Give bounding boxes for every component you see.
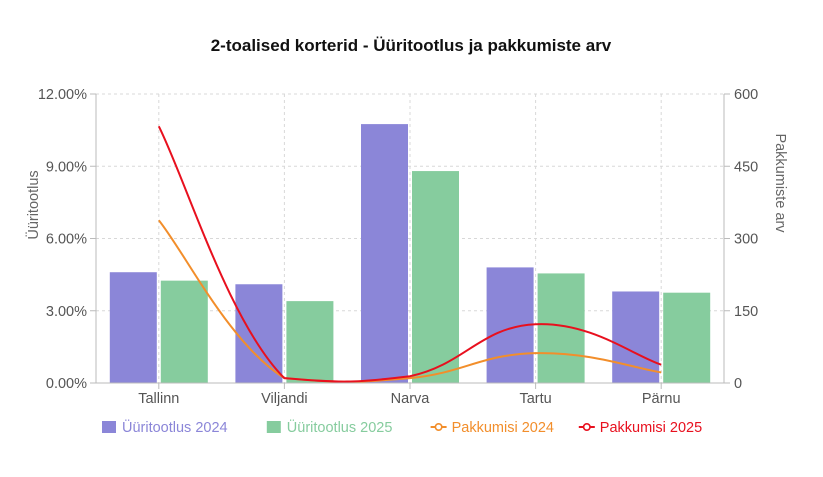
legend-label: Pakkumisi 2025 [600, 420, 702, 436]
series-line [157, 125, 662, 383]
legend[interactable]: Üüritootlus 2024 Üüritootlus 2025 Pakkumis… [102, 418, 702, 436]
y-right-axis-title: Pakkumiste arv [772, 133, 788, 233]
y-right-tick-label: 300 [734, 232, 758, 248]
bar [663, 292, 711, 383]
legend-swatch [102, 421, 116, 433]
legend-label: Üüritootlus 2024 [122, 418, 228, 436]
legend-marker [434, 422, 443, 431]
y-left-tick-label: 3.00% [46, 304, 87, 320]
chart-title: 2-toalised korterid - Üüritootlus ja pak… [211, 36, 612, 55]
y-left-tick-label: 12.00% [38, 87, 87, 103]
x-tick-label: Viljandi [261, 391, 308, 407]
x-tick-label: Tartu [519, 391, 551, 407]
bar [612, 291, 660, 383]
y-right-tick-label: 150 [734, 304, 758, 320]
series-line [158, 219, 662, 383]
y-left-tick-label: 0.00% [46, 376, 87, 392]
legend-item[interactable]: Üüritootlus 2025 [266, 418, 393, 436]
y-left-tick-label: 9.00% [46, 159, 87, 175]
y-right-tick-label: 600 [734, 87, 758, 103]
lines [157, 125, 662, 383]
legend-item[interactable]: Pakkumisi 2025 [578, 420, 702, 436]
legend-label: Pakkumisi 2024 [452, 420, 554, 436]
bars [109, 124, 711, 384]
bar [361, 124, 408, 384]
legend-marker [582, 422, 591, 431]
bar [109, 272, 157, 383]
y-right-tick-label: 450 [734, 159, 758, 175]
y-left-tick-label: 6.00% [46, 232, 87, 248]
bar [412, 171, 459, 383]
legend-swatch [266, 421, 281, 433]
axes: 0.00% 0 3.00% 150 6.00% 300 9.00% 450 12.00% 600 T… [38, 87, 758, 407]
x-tick-label: Tallinn [138, 391, 179, 407]
bar [286, 301, 334, 383]
legend-item[interactable]: Pakkumisi 2024 [430, 420, 554, 436]
bar [160, 280, 208, 383]
x-tick-label: Narva [391, 391, 431, 407]
y-left-axis-title: Üüritootlus [24, 170, 42, 239]
legend-label: Üüritootlus 2025 [287, 418, 393, 436]
legend-item[interactable]: Üüritootlus 2024 [102, 418, 228, 436]
y-right-tick-label: 0 [734, 376, 742, 392]
x-tick-label: Pärnu [642, 391, 681, 407]
